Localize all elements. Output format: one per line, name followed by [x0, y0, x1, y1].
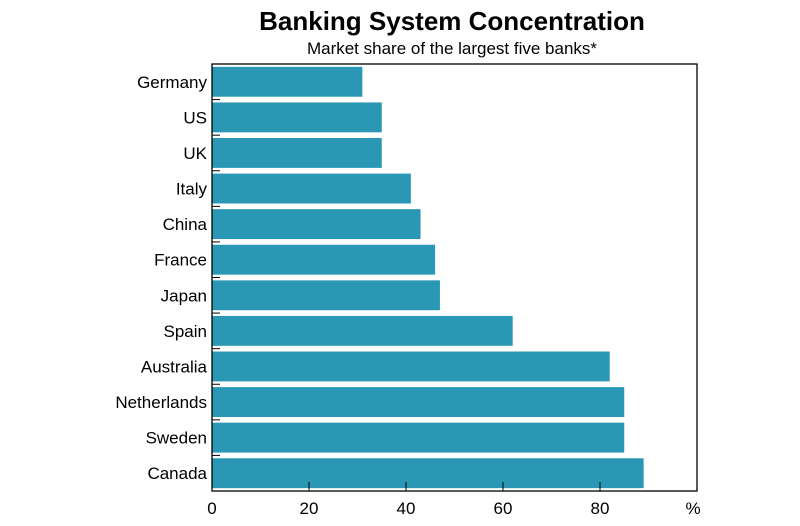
x-tick-label: 60 [494, 499, 513, 518]
bar-spain [212, 315, 513, 346]
bar-australia [212, 351, 610, 382]
bar-sweden [212, 422, 625, 453]
bars-group [212, 66, 644, 489]
bar-uk [212, 138, 382, 168]
x-tick-label: 80 [591, 499, 610, 518]
x-axis-ticks: 0 20 40 60 80 [207, 482, 609, 518]
bar-canada [212, 458, 644, 489]
category-labels: Germany US UK Italy China France Japan Spain Aus… [115, 73, 220, 483]
category-label: US [183, 108, 207, 127]
x-tick-label: 0 [207, 499, 216, 518]
category-label: Italy [176, 180, 208, 199]
chart-subtitle: Market share of the largest five banks* [307, 39, 597, 58]
category-label: Netherlands [115, 393, 207, 412]
category-label: Sweden [146, 429, 207, 448]
x-axis-unit: % [685, 499, 700, 518]
bar-france [212, 244, 436, 275]
category-label: China [163, 215, 208, 234]
bar-italy [212, 173, 411, 204]
category-label: Germany [137, 73, 207, 92]
bar-japan [212, 280, 440, 311]
category-label: Canada [147, 464, 207, 483]
bar-germany [212, 66, 363, 97]
x-tick-label: 40 [397, 499, 416, 518]
category-label: France [154, 251, 207, 270]
category-label: Spain [164, 322, 207, 341]
category-label: UK [183, 144, 207, 163]
bar-netherlands [212, 387, 625, 417]
category-label: Japan [161, 286, 207, 305]
category-label: Australia [141, 357, 208, 376]
x-tick-label: 20 [300, 499, 319, 518]
bar-us [212, 102, 382, 133]
chart-title: Banking System Concentration [259, 6, 645, 36]
bar-china [212, 209, 421, 240]
